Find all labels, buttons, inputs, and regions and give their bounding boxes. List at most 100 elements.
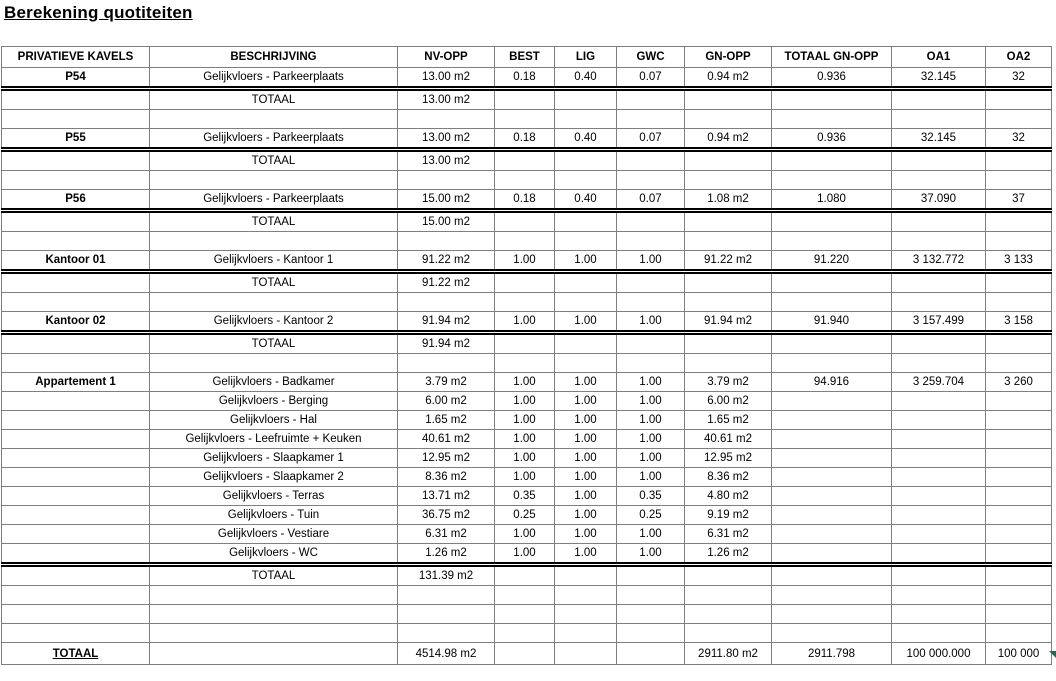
table-cell: 3 133	[985, 250, 1052, 272]
column-header: OA2	[985, 46, 1052, 68]
table-cell	[397, 109, 495, 129]
table-cell: 94.916	[771, 372, 892, 392]
table-cell	[149, 642, 398, 665]
table-cell	[616, 330, 685, 354]
table-cell	[891, 170, 986, 190]
quotities-table: PRIVATIEVE KAVELS BESCHRIJVING NV-OPP BEST L…	[1, 46, 1052, 665]
table-row: Gelijkvloers - Berging 6.00 m2 1.00 1.00 1.0…	[1, 391, 1052, 411]
table-cell: 1.00	[554, 372, 617, 392]
table-cell	[1, 269, 150, 293]
table-cell: 1.00	[554, 524, 617, 544]
table-row	[1, 604, 1052, 624]
table-cell	[616, 86, 685, 110]
table-cell	[684, 231, 772, 251]
table-cell	[616, 353, 685, 373]
table-row: TOTAAL 91.94 m2	[1, 330, 1052, 354]
table-row: TOTAAL 91.22 m2	[1, 269, 1052, 293]
table-cell	[891, 353, 986, 373]
table-cell	[684, 109, 772, 129]
table-cell	[616, 623, 685, 643]
table-row: TOTAAL 13.00 m2	[1, 147, 1052, 171]
table-cell	[771, 448, 892, 468]
table-cell: 1.00	[554, 429, 617, 449]
table-cell: 1.00	[554, 250, 617, 272]
table-cell	[397, 292, 495, 312]
table-cell	[985, 330, 1052, 354]
table-row: Appartement 1 Gelijkvloers - Badkamer 3.79…	[1, 372, 1052, 392]
table-cell	[1, 585, 150, 605]
table-cell	[1, 543, 150, 565]
table-cell	[684, 604, 772, 624]
table-cell	[494, 292, 555, 312]
table-cell	[771, 292, 892, 312]
table-cell	[1, 623, 150, 643]
table-cell: 3.79 m2	[684, 372, 772, 392]
table-cell	[891, 604, 986, 624]
table-cell: 91.94 m2	[684, 311, 772, 333]
table-row: P56 Gelijkvloers - Parkeerplaats 15.00 m2 0…	[1, 189, 1052, 211]
table-cell: 0.25	[616, 505, 685, 525]
table-cell: 2911.80 m2	[684, 642, 772, 665]
table-cell	[891, 623, 986, 643]
table-cell	[891, 505, 986, 525]
table-cell: 15.00 m2	[397, 208, 495, 232]
table-cell	[397, 585, 495, 605]
table-cell	[494, 604, 555, 624]
table-cell	[554, 585, 617, 605]
table-cell: 100 000	[985, 642, 1052, 665]
column-header: GWC	[616, 46, 685, 68]
table-cell	[149, 585, 398, 605]
table-cell: 1.26 m2	[397, 543, 495, 565]
table-cell	[616, 170, 685, 190]
column-header: OA1	[891, 46, 986, 68]
table-cell: 1.00	[554, 410, 617, 430]
table-cell	[985, 170, 1052, 190]
table-cell: 13.00 m2	[397, 147, 495, 171]
table-header-row: PRIVATIEVE KAVELS BESCHRIJVING NV-OPP BEST L…	[1, 46, 1052, 68]
table-cell: 0.07	[616, 128, 685, 150]
table-cell: 1.00	[554, 467, 617, 487]
table-cell	[494, 330, 555, 354]
table-cell	[1, 231, 150, 251]
table-cell: Gelijkvloers - Hal	[149, 410, 398, 430]
table-cell	[684, 208, 772, 232]
table-cell: 1.080	[771, 189, 892, 211]
table-cell	[771, 330, 892, 354]
table-cell: 1.65 m2	[684, 410, 772, 430]
table-cell: 100 000.000	[891, 642, 986, 665]
table-cell: Kantoor 01	[1, 250, 150, 272]
table-cell	[1, 562, 150, 586]
table-cell: 37	[985, 189, 1052, 211]
table-cell	[616, 231, 685, 251]
table-cell: 4514.98 m2	[397, 642, 495, 665]
table-cell: 13.00 m2	[397, 86, 495, 110]
table-cell	[684, 330, 772, 354]
table-cell	[985, 292, 1052, 312]
table-cell: 1.00	[616, 467, 685, 487]
table-cell	[1, 147, 150, 171]
table-cell	[771, 147, 892, 171]
table-cell: 1.00	[616, 372, 685, 392]
table-cell	[494, 109, 555, 129]
table-cell	[1, 109, 150, 129]
table-cell	[554, 604, 617, 624]
table-cell	[684, 147, 772, 171]
table-cell	[149, 231, 398, 251]
table-cell	[771, 391, 892, 411]
table-cell: 15.00 m2	[397, 189, 495, 211]
table-cell	[891, 208, 986, 232]
table-cell	[891, 330, 986, 354]
table-cell	[985, 543, 1052, 565]
table-cell	[684, 562, 772, 586]
table-cell	[1, 353, 150, 373]
table-cell	[771, 410, 892, 430]
table-cell	[985, 448, 1052, 468]
table-cell	[397, 170, 495, 190]
table-cell	[397, 353, 495, 373]
table-cell	[554, 170, 617, 190]
table-cell: 3 260	[985, 372, 1052, 392]
table-row	[1, 109, 1052, 129]
table-cell: 3 132.772	[891, 250, 986, 272]
table-cell: 1.00	[616, 524, 685, 544]
